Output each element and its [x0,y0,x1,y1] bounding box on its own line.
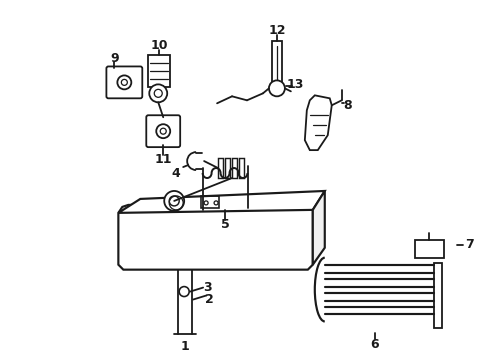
Circle shape [269,80,285,96]
Circle shape [179,287,189,297]
Text: 1: 1 [181,340,190,353]
Bar [225,158,230,178]
Bar [201,196,219,208]
Text: 9: 9 [110,52,119,65]
Polygon shape [305,95,332,150]
Text: 13: 13 [286,78,303,91]
Bar [272,41,282,85]
FancyBboxPatch shape [147,115,180,147]
Text: 12: 12 [268,24,286,37]
FancyBboxPatch shape [106,67,142,98]
Bar [435,263,442,328]
Text: 11: 11 [154,153,172,166]
Polygon shape [119,191,325,213]
Bar [415,240,444,258]
Text: 3: 3 [203,281,211,294]
Circle shape [118,75,131,89]
Circle shape [156,124,170,138]
Text: 2: 2 [205,293,214,306]
Bar [148,55,170,87]
Bar [232,158,237,178]
Circle shape [169,196,179,206]
Circle shape [149,84,167,102]
Text: 10: 10 [150,39,168,52]
Text: 6: 6 [370,338,379,351]
Bar [218,158,223,178]
Bar [239,158,244,178]
Text: 4: 4 [172,167,181,180]
Text: 5: 5 [220,218,229,231]
Polygon shape [313,191,325,265]
Circle shape [164,191,184,211]
Text: 7: 7 [465,238,474,251]
Text: 8: 8 [343,99,352,112]
Polygon shape [119,205,313,270]
